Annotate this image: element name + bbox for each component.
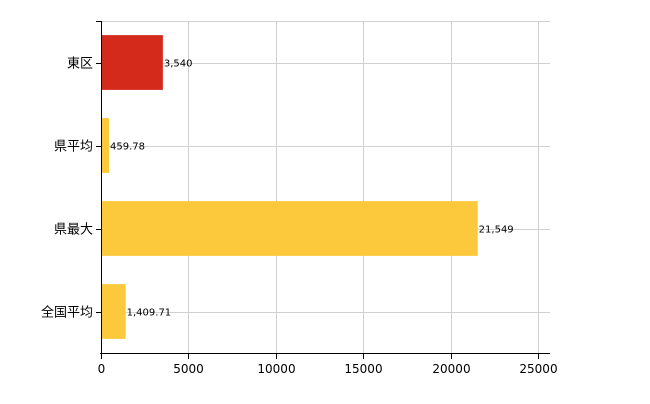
bar (101, 118, 110, 173)
x-tick-label: 20000 (432, 362, 470, 376)
x-tick-label: 5000 (173, 362, 204, 376)
category-label: 県平均 (54, 140, 93, 155)
category-label: 県最大 (54, 223, 93, 238)
x-tick-label: 0 (98, 362, 106, 376)
axes (96, 21, 550, 359)
x-tick-label: 15000 (344, 362, 382, 376)
x-tick-label: 25000 (519, 362, 557, 376)
x-tick-label: 10000 (257, 362, 295, 376)
bars (101, 35, 478, 339)
category-label: 全国平均 (41, 305, 93, 321)
bar (101, 201, 478, 256)
data-label: 1,409.71 (127, 308, 172, 319)
grid-lines (101, 21, 550, 353)
data-label: 21,549 (479, 225, 514, 236)
data-label: 3,540 (164, 59, 193, 70)
bar (101, 35, 163, 90)
category-label: 東区 (67, 56, 93, 72)
bar (101, 284, 126, 339)
data-label: 459.78 (110, 142, 145, 153)
